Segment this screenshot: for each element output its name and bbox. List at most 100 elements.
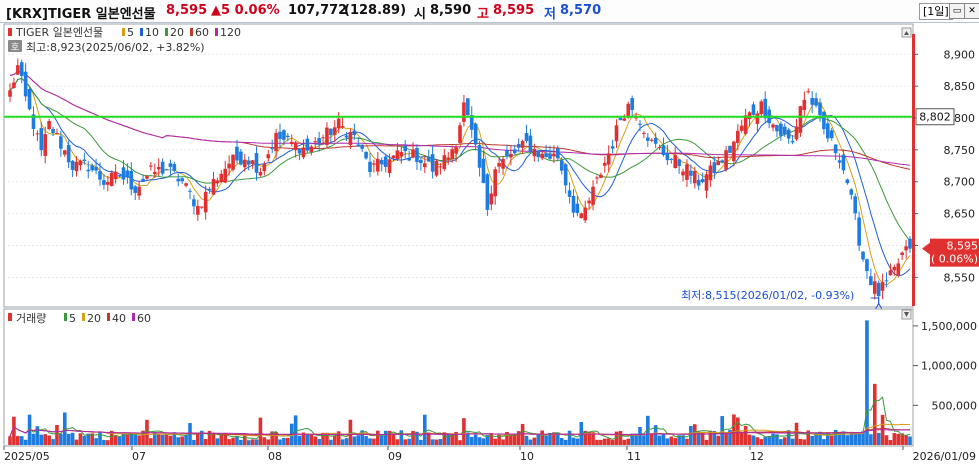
volume-bar bbox=[782, 437, 787, 445]
candle bbox=[86, 160, 91, 179]
volume-bar bbox=[70, 432, 75, 445]
candle-body bbox=[614, 125, 619, 142]
candle bbox=[689, 164, 693, 184]
volume-bar bbox=[286, 437, 290, 445]
volume-bar bbox=[242, 435, 247, 445]
volume-bar bbox=[55, 424, 59, 445]
candle bbox=[78, 159, 83, 171]
candle-body bbox=[544, 153, 548, 158]
volume-bar bbox=[786, 430, 791, 445]
candle-body bbox=[849, 189, 854, 195]
volume-bar bbox=[712, 430, 717, 445]
candle-body bbox=[352, 130, 357, 136]
candle-body bbox=[152, 171, 157, 175]
candle bbox=[246, 156, 251, 171]
candle bbox=[23, 63, 28, 102]
volume-bar bbox=[759, 439, 764, 445]
candle bbox=[454, 144, 458, 162]
candle bbox=[552, 145, 556, 163]
candle-body bbox=[23, 71, 28, 97]
volume-bar bbox=[352, 436, 357, 445]
ma-legend-label: 60 bbox=[195, 26, 209, 39]
candle bbox=[133, 185, 138, 200]
candle-body bbox=[372, 163, 376, 165]
ma-legend-swatch bbox=[190, 28, 193, 36]
candle bbox=[708, 160, 713, 187]
volume-bar bbox=[853, 432, 858, 445]
candle bbox=[391, 155, 396, 162]
volume-bar bbox=[411, 430, 415, 445]
volume-bar bbox=[657, 435, 662, 445]
volume-bar bbox=[661, 434, 666, 445]
candle-body bbox=[771, 124, 775, 128]
high-note-text: 최고:8,923(2025/06/02, +3.82%) bbox=[26, 41, 205, 54]
volume-bar bbox=[176, 437, 181, 445]
candle bbox=[794, 118, 799, 142]
close-icon[interactable]: ✕ bbox=[964, 3, 979, 19]
candle bbox=[790, 135, 795, 145]
candle-body bbox=[403, 145, 408, 152]
volume-bar bbox=[231, 437, 235, 445]
candle-body bbox=[763, 98, 768, 119]
volume-bar bbox=[779, 439, 783, 445]
restore-icon[interactable]: ▭ bbox=[949, 3, 965, 19]
candle bbox=[211, 172, 216, 195]
volume-bar bbox=[689, 425, 693, 445]
candle bbox=[677, 158, 681, 174]
memo-icon[interactable]: 호 bbox=[11, 42, 19, 53]
price-tick-label: 8,850 bbox=[944, 80, 976, 93]
volume-bar bbox=[876, 432, 881, 445]
volume-ma-legend-swatch bbox=[107, 313, 110, 321]
period-selector[interactable]: [1일] bbox=[919, 3, 953, 20]
candle bbox=[383, 153, 388, 173]
volume-bar bbox=[86, 433, 91, 445]
candle bbox=[35, 130, 40, 142]
candle-body bbox=[360, 144, 364, 149]
volume-bar bbox=[278, 439, 282, 445]
candle bbox=[340, 117, 345, 129]
scroll-down-icon[interactable] bbox=[901, 309, 912, 320]
volume-bar bbox=[685, 438, 689, 445]
volume-bar bbox=[798, 438, 803, 445]
candle-body bbox=[712, 162, 717, 173]
volume-bar bbox=[595, 439, 599, 445]
candle bbox=[853, 193, 858, 221]
candle-body bbox=[743, 115, 748, 134]
volume-bar bbox=[39, 434, 44, 445]
volume-bar bbox=[82, 436, 87, 445]
candle bbox=[344, 132, 349, 142]
candle bbox=[368, 153, 372, 178]
scroll-up-icon[interactable] bbox=[901, 27, 912, 38]
candle-body bbox=[884, 280, 889, 282]
candle bbox=[646, 133, 650, 147]
candle bbox=[348, 128, 353, 150]
candle bbox=[364, 151, 368, 160]
candle bbox=[129, 162, 134, 196]
candle-body bbox=[450, 149, 454, 160]
candle-body bbox=[837, 160, 842, 163]
candle-body bbox=[904, 246, 908, 251]
candle-body bbox=[419, 159, 423, 164]
volume-ma-legend-swatch bbox=[64, 313, 67, 321]
open-value: 8,590 bbox=[430, 3, 472, 18]
volume-bar bbox=[892, 433, 897, 445]
candle-body bbox=[19, 62, 24, 77]
candle-body bbox=[540, 153, 544, 159]
candle-body bbox=[669, 158, 674, 160]
candle-body bbox=[536, 150, 541, 158]
candle bbox=[587, 197, 591, 210]
chart-canvas[interactable]: 8,9008,8508,8008,7508,7008,6508,6008,550… bbox=[0, 22, 979, 465]
candle bbox=[395, 142, 400, 162]
volume-bar bbox=[407, 438, 411, 445]
volume-bar bbox=[31, 433, 36, 445]
candle bbox=[466, 98, 470, 118]
candle-body bbox=[426, 156, 431, 162]
volume-bar bbox=[833, 429, 838, 445]
candle bbox=[62, 149, 67, 157]
volume-bar bbox=[336, 431, 341, 445]
volume-bar bbox=[681, 435, 685, 445]
candle bbox=[665, 144, 670, 165]
volume-bar bbox=[790, 438, 795, 445]
candle-body bbox=[106, 181, 110, 185]
candle-body bbox=[12, 82, 16, 88]
